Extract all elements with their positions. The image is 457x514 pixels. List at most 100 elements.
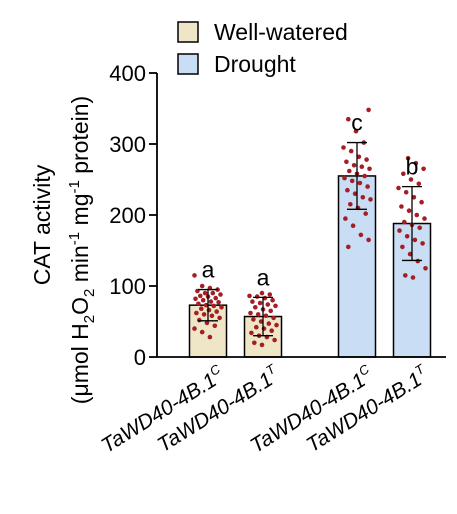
data-point — [364, 157, 369, 162]
data-point — [199, 283, 205, 289]
labels-layer: aTaWD40-4B.1CaTaWD40-4B.1TcTaWD40-4B.1Cb… — [97, 110, 427, 458]
y-tick-label: 400 — [109, 61, 146, 86]
data-point — [403, 190, 409, 195]
data-point — [209, 313, 215, 319]
data-point — [266, 321, 272, 326]
data-point — [198, 293, 203, 299]
significance-letter-3: c — [351, 110, 363, 136]
legend-swatch-2 — [177, 53, 199, 75]
data-point — [208, 299, 214, 304]
data-point — [250, 299, 255, 304]
data-point — [365, 184, 370, 189]
data-point — [341, 145, 346, 150]
data-point — [344, 159, 349, 165]
data-point — [420, 241, 425, 246]
data-point — [203, 302, 209, 308]
data-point — [210, 290, 216, 296]
data-point — [346, 244, 351, 250]
significance-letter-1: a — [202, 257, 215, 283]
data-point — [193, 296, 198, 302]
data-point — [202, 290, 208, 296]
data-point — [352, 191, 358, 196]
data-point — [216, 300, 221, 305]
y-tick-label: 0 — [134, 345, 146, 370]
data-point — [351, 163, 357, 168]
data-point — [413, 160, 419, 166]
data-point — [213, 295, 218, 301]
data-point — [342, 175, 347, 181]
data-point — [410, 275, 416, 280]
data-point — [407, 251, 413, 257]
data-point — [248, 310, 253, 316]
legend: Well-watered Drought — [177, 19, 348, 77]
data-point — [408, 177, 414, 182]
data-point — [197, 317, 202, 323]
data-point — [405, 155, 411, 161]
data-point — [402, 219, 407, 225]
legend-swatch-1 — [177, 21, 199, 43]
data-point — [366, 237, 371, 243]
y-tick-label: 300 — [109, 132, 146, 157]
data-point — [412, 237, 418, 243]
data-point — [348, 202, 353, 207]
significance-letter-4: b — [406, 154, 419, 180]
data-point — [423, 266, 428, 271]
data-point — [415, 258, 421, 264]
bar-4 — [392, 222, 432, 358]
data-point — [271, 315, 276, 321]
data-point — [259, 342, 265, 348]
data-point — [253, 305, 258, 310]
data-point — [267, 292, 273, 297]
data-point — [357, 180, 363, 186]
data-point — [199, 329, 205, 335]
data-point — [411, 195, 417, 200]
data-point — [347, 168, 352, 174]
data-point — [360, 195, 366, 200]
data-point — [274, 322, 279, 328]
data-point — [211, 303, 217, 309]
data-point — [401, 171, 406, 177]
data-point — [416, 181, 422, 187]
data-point — [217, 315, 222, 321]
data-point — [258, 319, 264, 324]
data-point — [358, 232, 364, 238]
legend-label-1: Well-watered — [214, 19, 348, 45]
data-point — [368, 197, 373, 202]
data-point — [268, 308, 274, 314]
data-point — [265, 302, 271, 307]
data-point — [196, 301, 201, 307]
data-point — [397, 228, 402, 233]
data-point — [269, 328, 275, 334]
data-point — [251, 317, 256, 322]
data-point — [247, 293, 252, 299]
data-point — [349, 178, 355, 184]
data-point — [366, 107, 371, 113]
y-axis-label: CAT activity (μmol H2O2 min-1 mg-1 prote… — [29, 96, 98, 404]
data-point — [192, 273, 197, 278]
data-point — [259, 290, 265, 296]
error-bars-layer — [198, 141, 422, 337]
data-point — [346, 116, 351, 122]
data-point — [422, 216, 427, 221]
data-point — [194, 310, 199, 316]
data-point — [252, 340, 257, 346]
data-point — [367, 166, 372, 172]
data-point — [254, 294, 260, 299]
data-point — [400, 244, 405, 250]
data-point — [214, 309, 219, 314]
data-point — [207, 334, 213, 340]
legend-label-2: Drought — [214, 51, 296, 77]
axes-layer: 0 100 200 300 400 — [109, 61, 446, 370]
data-point — [273, 303, 278, 309]
data-point — [350, 223, 356, 228]
data-point — [192, 326, 197, 331]
bars-layer — [188, 175, 432, 358]
data-point — [272, 337, 277, 343]
data-point — [253, 324, 259, 330]
data-point — [403, 273, 408, 278]
significance-letter-2: a — [257, 264, 270, 290]
data-point — [257, 300, 263, 306]
data-point — [212, 323, 218, 329]
